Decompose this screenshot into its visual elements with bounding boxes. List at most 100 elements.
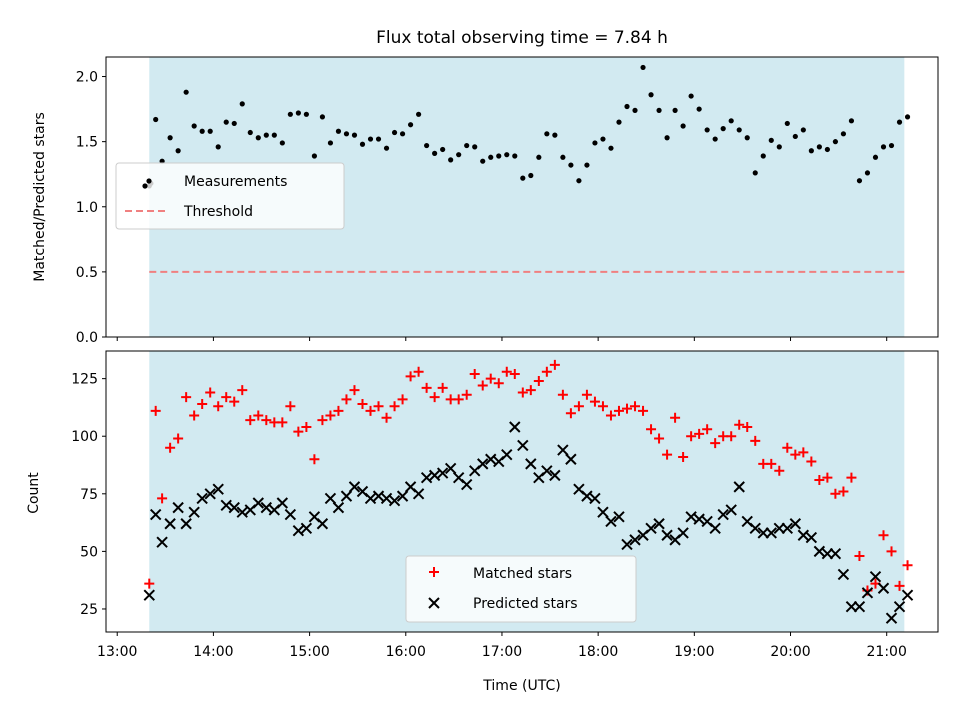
data-point bbox=[629, 534, 641, 546]
data-point bbox=[662, 449, 673, 460]
data-point bbox=[223, 119, 229, 125]
series-predicted-stars bbox=[143, 421, 914, 624]
data-point bbox=[380, 492, 393, 505]
data-point bbox=[640, 64, 646, 71]
data-point bbox=[325, 410, 336, 421]
data-point bbox=[814, 474, 825, 485]
data-point bbox=[557, 389, 568, 400]
data-point bbox=[838, 486, 849, 497]
data-point bbox=[813, 545, 826, 558]
data-point bbox=[581, 389, 592, 400]
data-point bbox=[287, 111, 293, 117]
data-point bbox=[263, 132, 269, 138]
data-point bbox=[517, 439, 529, 452]
data-point bbox=[613, 511, 625, 523]
legend-top: Measurements Threshold bbox=[115, 162, 345, 230]
data-point bbox=[645, 522, 657, 535]
data-point bbox=[688, 93, 694, 99]
data-point bbox=[188, 506, 200, 518]
data-point bbox=[728, 118, 734, 124]
data-point bbox=[365, 405, 376, 416]
data-point bbox=[480, 158, 486, 164]
data-point bbox=[332, 501, 345, 514]
y-tick-label: 50 bbox=[80, 544, 98, 560]
legend-marker-measurements bbox=[142, 183, 148, 189]
data-point bbox=[752, 170, 758, 176]
data-point bbox=[901, 589, 914, 601]
data-point bbox=[432, 150, 438, 156]
data-point bbox=[388, 495, 401, 507]
data-point bbox=[670, 412, 681, 423]
data-point bbox=[440, 146, 446, 153]
data-point bbox=[624, 103, 630, 110]
data-point bbox=[896, 119, 903, 125]
data-point bbox=[469, 369, 480, 380]
data-point bbox=[239, 101, 245, 107]
data-point bbox=[880, 144, 887, 150]
data-point bbox=[846, 472, 857, 483]
legend-bottom: Matched stars Predicted stars bbox=[405, 555, 637, 623]
data-point bbox=[212, 483, 224, 495]
data-point bbox=[367, 136, 374, 142]
data-point bbox=[397, 394, 408, 405]
data-point bbox=[776, 144, 782, 150]
y-tick-label: 1.5 bbox=[76, 135, 98, 151]
data-point bbox=[608, 145, 614, 151]
data-point bbox=[493, 378, 504, 389]
data-point bbox=[686, 431, 697, 442]
data-point bbox=[568, 162, 574, 168]
data-point bbox=[806, 456, 817, 467]
data-point bbox=[277, 417, 288, 428]
data-point bbox=[736, 127, 742, 133]
data-point bbox=[886, 546, 897, 557]
data-point bbox=[143, 589, 155, 601]
legend-box bbox=[115, 162, 345, 230]
data-point bbox=[429, 392, 440, 403]
data-point bbox=[549, 359, 560, 370]
data-point bbox=[153, 116, 159, 123]
top-panel: 0.0 0.5 1.0 1.5 2.0 Measurements Threshold bbox=[76, 56, 939, 346]
data-point bbox=[893, 600, 906, 613]
data-point bbox=[229, 396, 240, 407]
x-tick-label: 19:00 bbox=[674, 644, 714, 660]
data-point bbox=[704, 127, 710, 133]
data-point bbox=[456, 152, 462, 158]
bottom-panel: 25 50 75 100 125 13:00 14:00 15:00 16:00 17:00 18:… bbox=[71, 350, 939, 660]
data-point bbox=[528, 172, 534, 179]
legend-marker-predicted bbox=[428, 597, 440, 609]
data-point bbox=[461, 389, 472, 400]
data-point bbox=[391, 129, 398, 136]
data-point bbox=[792, 133, 798, 140]
data-point bbox=[656, 107, 662, 113]
data-point bbox=[800, 127, 806, 133]
data-point bbox=[324, 492, 337, 505]
data-point bbox=[428, 469, 441, 482]
data-point bbox=[872, 154, 879, 160]
data-point bbox=[309, 454, 320, 465]
data-point bbox=[565, 408, 576, 419]
x-tick-label: 21:00 bbox=[867, 644, 907, 660]
data-point bbox=[765, 527, 777, 539]
legend-marker-measurements bbox=[146, 178, 152, 184]
data-point bbox=[285, 401, 296, 412]
data-point bbox=[276, 497, 289, 509]
data-point bbox=[664, 135, 670, 141]
data-point bbox=[496, 153, 502, 159]
data-point bbox=[552, 132, 558, 138]
data-point bbox=[301, 422, 312, 433]
data-point bbox=[464, 142, 470, 149]
data-point bbox=[600, 136, 606, 142]
data-point bbox=[180, 518, 192, 530]
data-point bbox=[412, 488, 425, 500]
data-point bbox=[333, 405, 344, 416]
data-point bbox=[573, 401, 584, 412]
data-point bbox=[509, 369, 520, 380]
data-point bbox=[327, 140, 334, 146]
data-point bbox=[448, 157, 454, 163]
data-point bbox=[829, 547, 842, 560]
data-point bbox=[373, 401, 384, 412]
data-point bbox=[335, 128, 342, 134]
data-point bbox=[255, 135, 261, 141]
data-point bbox=[341, 394, 352, 405]
data-point bbox=[854, 550, 865, 561]
